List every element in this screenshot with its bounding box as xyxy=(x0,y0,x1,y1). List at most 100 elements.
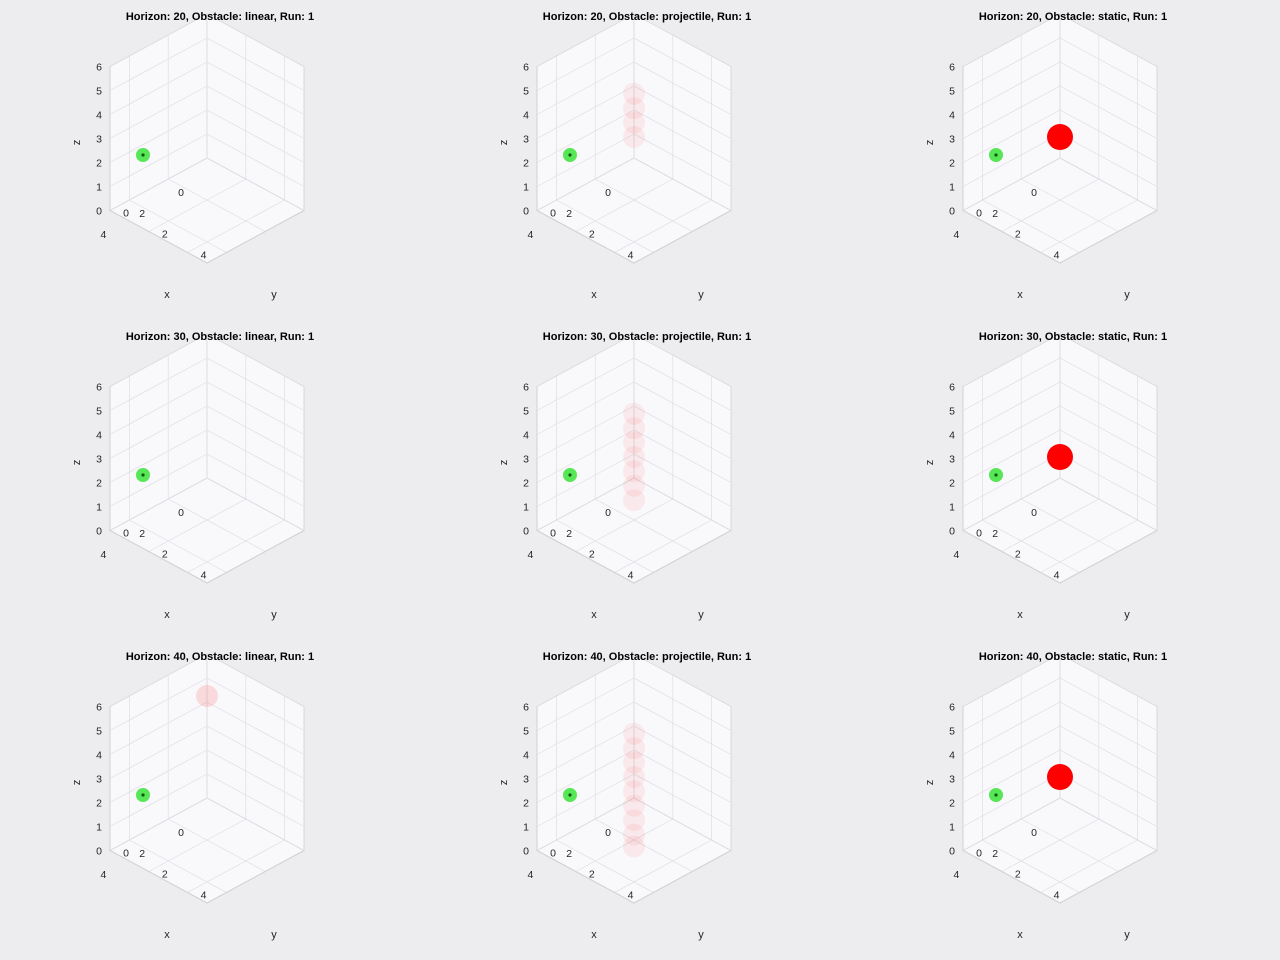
z-tick-label: 4 xyxy=(523,750,529,762)
agent-series xyxy=(989,468,1003,482)
y-axis-label: y xyxy=(1124,609,1130,621)
y-tick-label: 4 xyxy=(628,250,634,262)
obstacle-marker xyxy=(623,489,645,512)
agent-center-marker xyxy=(568,793,572,797)
x-axis-label: x xyxy=(591,609,597,621)
grid-line xyxy=(1059,453,1158,507)
grid-line xyxy=(962,133,1061,187)
axis-lines xyxy=(962,706,1158,904)
z-axis-label: z xyxy=(498,140,510,146)
grid-line xyxy=(206,133,305,187)
grid-line xyxy=(536,653,635,707)
grid-line xyxy=(206,653,305,707)
grid-line xyxy=(536,677,635,731)
agent-series xyxy=(136,148,150,162)
axis-lines xyxy=(962,386,1158,584)
z-tick-label: 3 xyxy=(96,454,102,466)
z-tick-label: 2 xyxy=(96,478,102,490)
grid-line xyxy=(633,109,732,163)
grid-line xyxy=(536,429,635,483)
z-tick-label: 6 xyxy=(96,382,102,394)
grid-line xyxy=(633,677,732,731)
grid-line xyxy=(109,157,208,211)
z-tick-label: 6 xyxy=(96,62,102,74)
grid-line xyxy=(614,519,712,573)
x-axis-line xyxy=(633,210,732,264)
grid-line xyxy=(962,85,1061,139)
grid-line xyxy=(1059,109,1158,163)
z-tick-label: 5 xyxy=(523,406,529,418)
grid-line xyxy=(206,357,305,411)
y-axis-line xyxy=(962,530,1061,584)
z-tick-label: 5 xyxy=(96,726,102,738)
z-tick-label: 1 xyxy=(949,822,955,834)
gridlines xyxy=(536,333,732,573)
x-axis-line xyxy=(633,530,732,584)
grid-line xyxy=(109,405,208,459)
grid-line xyxy=(633,429,732,483)
grid-line xyxy=(962,109,1061,163)
agent-center-marker xyxy=(568,473,572,477)
grid-line xyxy=(187,199,285,253)
grid-line xyxy=(633,653,732,707)
grid-line xyxy=(109,429,208,483)
grid-line xyxy=(129,199,227,253)
z-axis-label: z xyxy=(924,780,936,786)
gridlines xyxy=(109,653,305,893)
grid-line xyxy=(109,13,208,67)
grid-line xyxy=(962,357,1061,411)
z-tick-label: 3 xyxy=(949,774,955,786)
z-axis-label: z xyxy=(924,140,936,146)
grid-line xyxy=(1059,13,1158,67)
grid-line xyxy=(962,725,1061,779)
grid-line xyxy=(206,85,305,139)
z-tick-label: 5 xyxy=(523,86,529,98)
x-tick-label: 2 xyxy=(566,848,572,860)
y-tick-label: 4 xyxy=(201,890,207,902)
grid-line xyxy=(1040,839,1138,893)
grid-line xyxy=(595,498,693,552)
subplot-title: Horizon: 40, Obstacle: linear, Run: 1 xyxy=(126,651,314,663)
y-axis-label: y xyxy=(271,929,277,941)
x-tick-label: 4 xyxy=(527,869,533,881)
x-tick-label: 2 xyxy=(992,528,998,540)
x-axis-line xyxy=(206,210,305,264)
z-tick-label: 6 xyxy=(949,62,955,74)
grid-line xyxy=(982,519,1080,573)
grid-line xyxy=(1059,773,1158,827)
grid-line xyxy=(536,797,635,851)
grid-line xyxy=(575,818,673,872)
grid-line xyxy=(168,818,266,872)
axis-lines xyxy=(109,66,305,264)
z-tick-label: 2 xyxy=(96,798,102,810)
obstacle-marker xyxy=(623,722,645,745)
z-axis-label: z xyxy=(498,780,510,786)
x-tick-label: 4 xyxy=(100,869,106,881)
z-tick-label: 3 xyxy=(949,454,955,466)
grid-line xyxy=(633,357,732,411)
y-tick-label: 4 xyxy=(1054,890,1060,902)
grid-line xyxy=(206,797,305,851)
obstacle-marker xyxy=(623,431,645,454)
grid-line xyxy=(1040,199,1138,253)
z-tick-label: 2 xyxy=(949,478,955,490)
grid-line xyxy=(109,773,208,827)
obstacle-series xyxy=(196,685,218,707)
z-tick-label: 3 xyxy=(523,454,529,466)
z-tick-label: 0 xyxy=(523,206,529,218)
grid-line xyxy=(962,653,1061,707)
z-tick-label: 1 xyxy=(96,822,102,834)
grid-line xyxy=(109,797,208,851)
y-tick-label: 0 xyxy=(123,848,129,860)
x-axis-line xyxy=(1059,530,1158,584)
y-tick-label: 4 xyxy=(1054,250,1060,262)
z-tick-label: 0 xyxy=(96,526,102,538)
grid-line xyxy=(1059,677,1158,731)
gridlines xyxy=(962,13,1158,253)
z-tick-label: 0 xyxy=(949,206,955,218)
grid-line xyxy=(962,381,1061,435)
